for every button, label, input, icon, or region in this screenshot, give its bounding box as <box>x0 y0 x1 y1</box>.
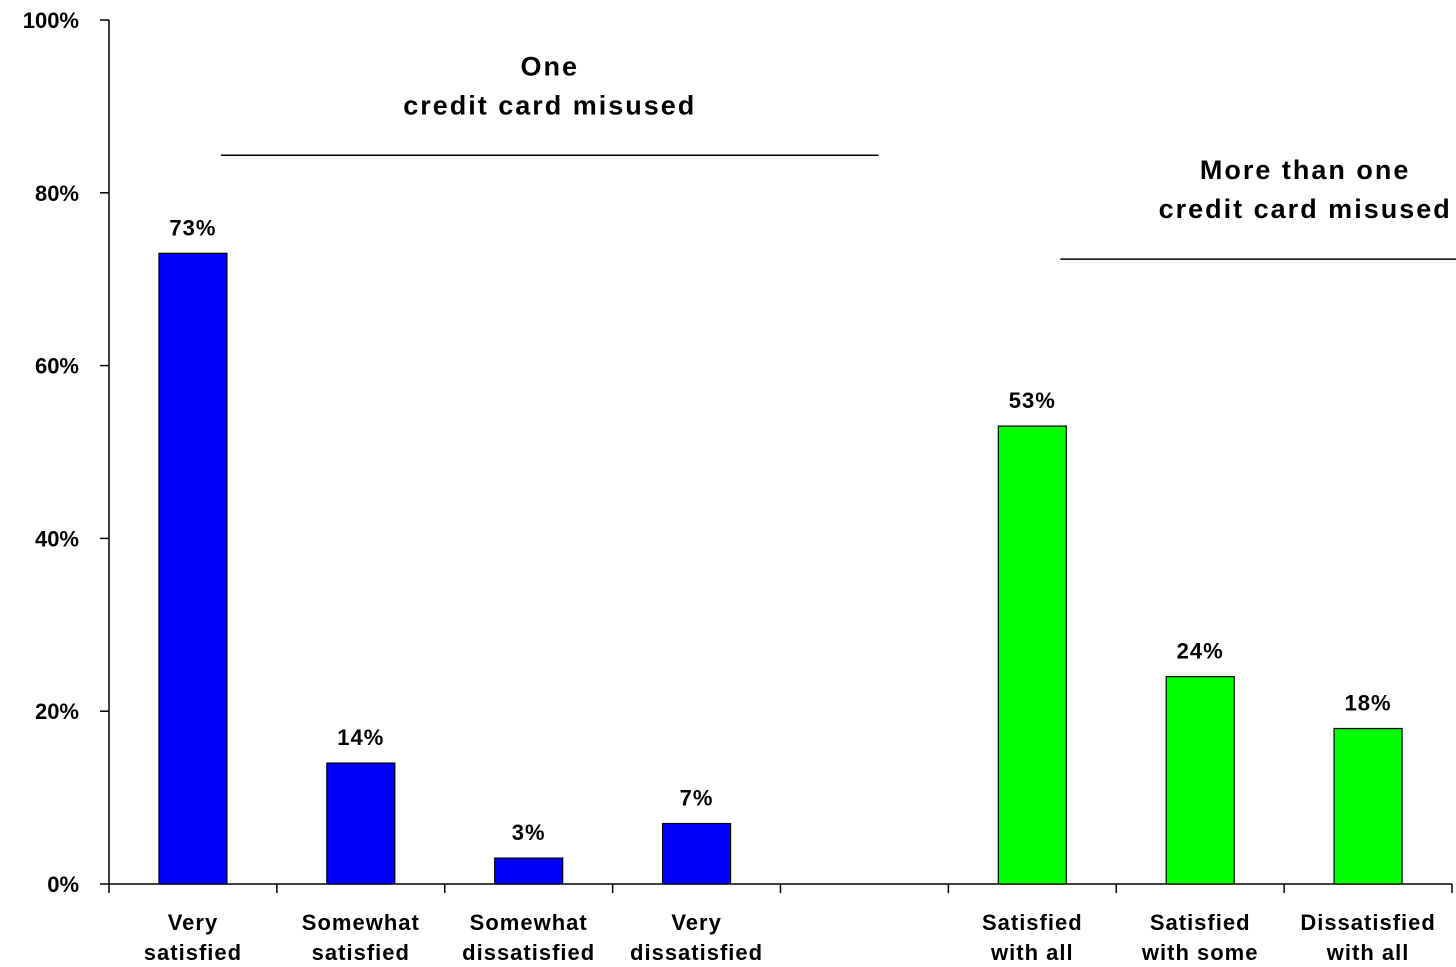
data-label: 14% <box>337 725 384 750</box>
category-label-line: with all <box>1326 940 1410 965</box>
category-label-line: Dissatisfied <box>1300 910 1436 935</box>
data-label: 3% <box>512 820 546 845</box>
y-tick-label: 60% <box>35 354 79 379</box>
category-label: Very dissatisfied <box>630 910 763 965</box>
x-ticks <box>108 884 1453 893</box>
category-label: Somewhat dissatisfied <box>462 910 595 965</box>
bar <box>997 425 1067 885</box>
y-tick-label: 0% <box>47 872 79 897</box>
data-labels: 73% 14% 3% 7% 53% 24% 18% <box>169 215 1392 845</box>
group-label-line: credit card misused <box>1159 194 1452 224</box>
category-label: Dissatisfied with all <box>1300 910 1436 965</box>
y-ticks: 0% 20% 40% 60% 80% 100% <box>23 8 109 897</box>
group-label-line: More than one <box>1200 155 1411 185</box>
category-label-line: Somewhat <box>302 910 420 935</box>
y-tick-label: 40% <box>35 526 79 551</box>
data-label: 18% <box>1345 690 1392 715</box>
category-label-line: Very <box>168 910 219 935</box>
data-label: 73% <box>169 215 216 240</box>
category-label-line: satisfied <box>312 940 410 965</box>
data-label: 7% <box>680 786 714 811</box>
category-label-line: dissatisfied <box>462 940 595 965</box>
y-tick-label: 20% <box>35 699 79 724</box>
bar <box>158 252 228 885</box>
category-label-line: satisfied <box>144 940 242 965</box>
group-labels: One credit card misused More than one credi… <box>220 51 1456 260</box>
category-label: Satisfied with all <box>982 910 1083 965</box>
category-label: Very satisfied <box>144 910 242 965</box>
group-label-line: credit card misused <box>403 90 696 120</box>
category-label-line: dissatisfied <box>630 940 763 965</box>
y-tick-label: 80% <box>35 181 79 206</box>
bar <box>661 822 732 885</box>
category-label-line: Satisfied <box>982 910 1083 935</box>
category-label-line: with some <box>1141 940 1259 965</box>
bar <box>326 762 396 885</box>
data-label: 53% <box>1009 388 1056 413</box>
category-label-line: with all <box>990 940 1074 965</box>
category-labels: Very satisfied Somewhat satisfied Somewhat di… <box>144 910 1436 965</box>
axes <box>108 20 1452 885</box>
y-tick-label: 100% <box>23 8 79 33</box>
category-label-line: Satisfied <box>1150 910 1251 935</box>
data-label: 24% <box>1177 639 1224 664</box>
category-label: Satisfied with some <box>1141 910 1259 965</box>
bar <box>494 857 564 885</box>
group-label-line: One <box>520 51 579 81</box>
category-label: Somewhat satisfied <box>302 910 420 965</box>
group-label: One credit card misused <box>403 51 696 120</box>
bar <box>1333 727 1403 885</box>
group-label: More than one credit card misused <box>1159 155 1452 224</box>
category-label-line: Somewhat <box>470 910 588 935</box>
bar <box>1165 676 1235 885</box>
bars <box>158 252 1403 885</box>
category-label-line: Very <box>671 910 722 935</box>
